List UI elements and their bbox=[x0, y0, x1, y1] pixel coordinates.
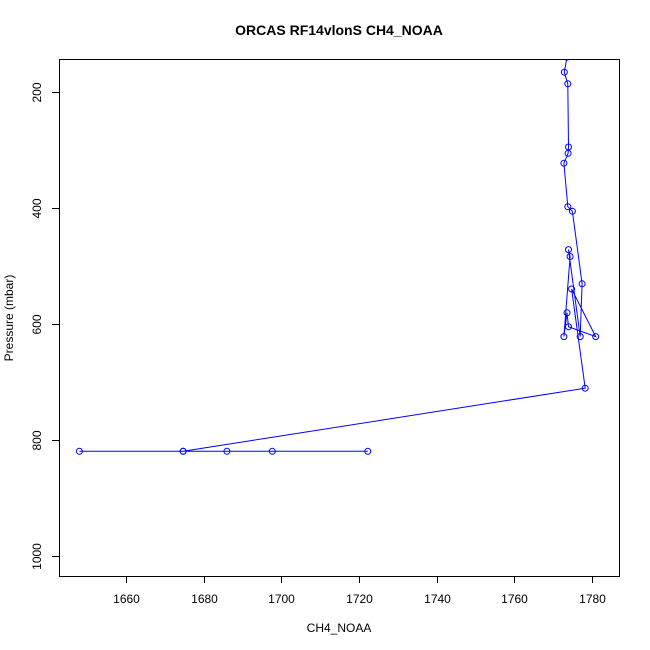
data-point bbox=[179, 447, 187, 455]
y-axis-label: Pressure (mbar) bbox=[2, 275, 16, 362]
plot-frame bbox=[59, 59, 620, 577]
y-tick-label: 400 bbox=[30, 198, 44, 218]
data-point bbox=[560, 159, 568, 167]
data-point bbox=[560, 333, 568, 341]
data-point bbox=[268, 447, 276, 455]
data-point bbox=[564, 80, 572, 88]
x-tick-label: 1700 bbox=[268, 592, 295, 606]
series-ch4 bbox=[75, 60, 600, 455]
data-point bbox=[565, 143, 572, 151]
y-tick-label: 1000 bbox=[30, 543, 44, 570]
data-point bbox=[364, 447, 372, 455]
x-tick-label: 1720 bbox=[346, 592, 373, 606]
chart-title: ORCAS RF14vlonS CH4_NOAA bbox=[235, 22, 443, 38]
data-point bbox=[565, 60, 569, 61]
x-tick-label: 1740 bbox=[424, 592, 451, 606]
data-point bbox=[568, 285, 576, 293]
data-point bbox=[565, 246, 572, 254]
data-point bbox=[75, 447, 83, 455]
y-tick-label: 600 bbox=[30, 314, 44, 334]
x-tick-label: 1760 bbox=[501, 592, 528, 606]
data-point bbox=[581, 384, 589, 392]
x-axis: 1660 1680 1700 1720 1740 1760 1780 bbox=[113, 576, 606, 606]
data-point bbox=[564, 203, 572, 211]
data-point bbox=[560, 68, 568, 76]
data-point bbox=[576, 333, 584, 341]
data-point bbox=[223, 447, 231, 455]
y-tick-label: 800 bbox=[30, 430, 44, 450]
data-point bbox=[563, 309, 571, 317]
x-tick-label: 1680 bbox=[191, 592, 218, 606]
data-point bbox=[578, 280, 586, 288]
x-tick-label: 1780 bbox=[579, 592, 606, 606]
data-point bbox=[592, 333, 600, 341]
x-tick-label: 1660 bbox=[113, 592, 140, 606]
x-axis-label: CH4_NOAA bbox=[307, 621, 372, 635]
data-point bbox=[566, 253, 574, 260]
y-tick-label: 200 bbox=[30, 82, 44, 102]
data-point bbox=[565, 323, 572, 331]
series-line bbox=[79, 60, 597, 452]
y-axis: 200 400 600 800 1000 bbox=[30, 82, 59, 570]
data-point bbox=[568, 207, 576, 215]
